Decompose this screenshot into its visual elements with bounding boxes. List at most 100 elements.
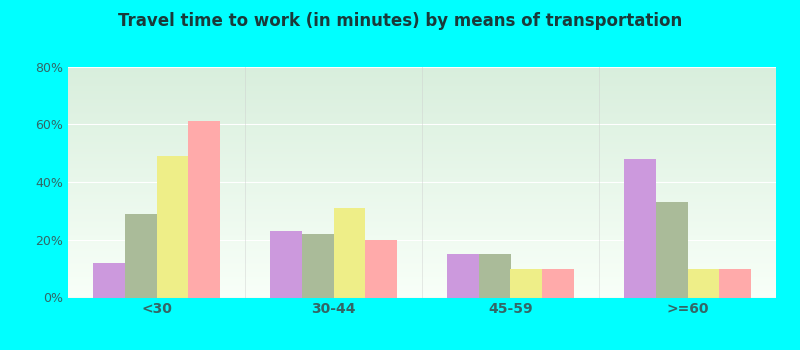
Bar <box>68 150 776 151</box>
Bar <box>68 208 776 209</box>
Bar <box>68 85 776 86</box>
Bar <box>68 140 776 141</box>
Bar <box>68 127 776 128</box>
Bar <box>624 159 656 298</box>
Bar <box>68 114 776 115</box>
Bar <box>68 173 776 174</box>
Bar <box>68 240 776 241</box>
Bar <box>68 236 776 237</box>
Bar <box>68 212 776 213</box>
Bar <box>68 107 776 108</box>
Bar <box>68 93 776 94</box>
Bar <box>68 251 776 252</box>
Bar <box>68 125 776 127</box>
Bar <box>68 69 776 70</box>
Bar <box>68 90 776 91</box>
Bar <box>68 186 776 187</box>
Bar <box>68 177 776 178</box>
Bar <box>68 234 776 235</box>
Bar <box>68 294 776 295</box>
Bar <box>68 109 776 110</box>
Bar <box>68 209 776 210</box>
Bar <box>68 274 776 275</box>
Bar <box>68 195 776 196</box>
Bar <box>68 248 776 249</box>
Bar <box>68 77 776 78</box>
Bar <box>93 263 125 298</box>
Bar <box>68 80 776 82</box>
Bar <box>68 237 776 239</box>
Bar <box>68 181 776 182</box>
Bar <box>68 174 776 175</box>
Bar <box>68 205 776 206</box>
Bar <box>68 87 776 89</box>
Bar <box>68 153 776 154</box>
Bar <box>68 92 776 93</box>
Bar <box>68 213 776 214</box>
Bar <box>68 256 776 257</box>
Bar <box>68 97 776 98</box>
Bar <box>68 278 776 279</box>
Bar <box>68 94 776 95</box>
Bar <box>68 244 776 246</box>
Bar <box>68 138 776 139</box>
Bar <box>125 214 157 298</box>
Bar <box>68 252 776 254</box>
Bar <box>68 133 776 135</box>
Bar <box>68 292 776 293</box>
Bar <box>68 198 776 199</box>
Bar <box>719 269 751 298</box>
Bar <box>68 273 776 274</box>
Bar <box>68 113 776 114</box>
Bar <box>68 102 776 104</box>
Bar <box>68 288 776 289</box>
Bar <box>68 148 776 150</box>
Bar <box>68 286 776 287</box>
Bar <box>68 164 776 166</box>
Bar <box>68 275 776 277</box>
Bar <box>68 265 776 266</box>
Bar <box>68 277 776 278</box>
Bar <box>68 108 776 109</box>
Bar <box>68 203 776 204</box>
Bar <box>68 105 776 106</box>
Bar <box>68 66 776 68</box>
Bar <box>68 228 776 229</box>
Bar <box>68 128 776 129</box>
Bar <box>68 95 776 97</box>
Bar <box>68 99 776 100</box>
Bar <box>68 104 776 105</box>
Bar <box>68 193 776 194</box>
Bar <box>68 249 776 250</box>
Bar <box>68 272 776 273</box>
Bar <box>68 110 776 112</box>
Bar <box>68 279 776 280</box>
Bar <box>68 91 776 92</box>
Bar <box>68 187 776 188</box>
Bar <box>68 98 776 99</box>
Bar <box>68 231 776 232</box>
Bar <box>68 295 776 296</box>
Bar <box>68 175 776 176</box>
Bar <box>157 156 188 298</box>
Bar <box>68 117 776 118</box>
Bar <box>68 89 776 90</box>
Bar <box>68 293 776 294</box>
Bar <box>68 86 776 87</box>
Bar <box>68 226 776 227</box>
Bar <box>68 247 776 248</box>
Bar <box>68 145 776 146</box>
Bar <box>68 210 776 211</box>
Bar <box>68 224 776 225</box>
Bar <box>68 84 776 85</box>
Bar <box>68 282 776 284</box>
Bar <box>68 170 776 172</box>
Bar <box>68 242 776 243</box>
Bar <box>68 72 776 74</box>
Bar <box>68 189 776 190</box>
Bar <box>68 191 776 193</box>
Bar <box>68 70 776 71</box>
Bar <box>68 71 776 72</box>
Bar <box>68 217 776 218</box>
Bar <box>68 246 776 247</box>
